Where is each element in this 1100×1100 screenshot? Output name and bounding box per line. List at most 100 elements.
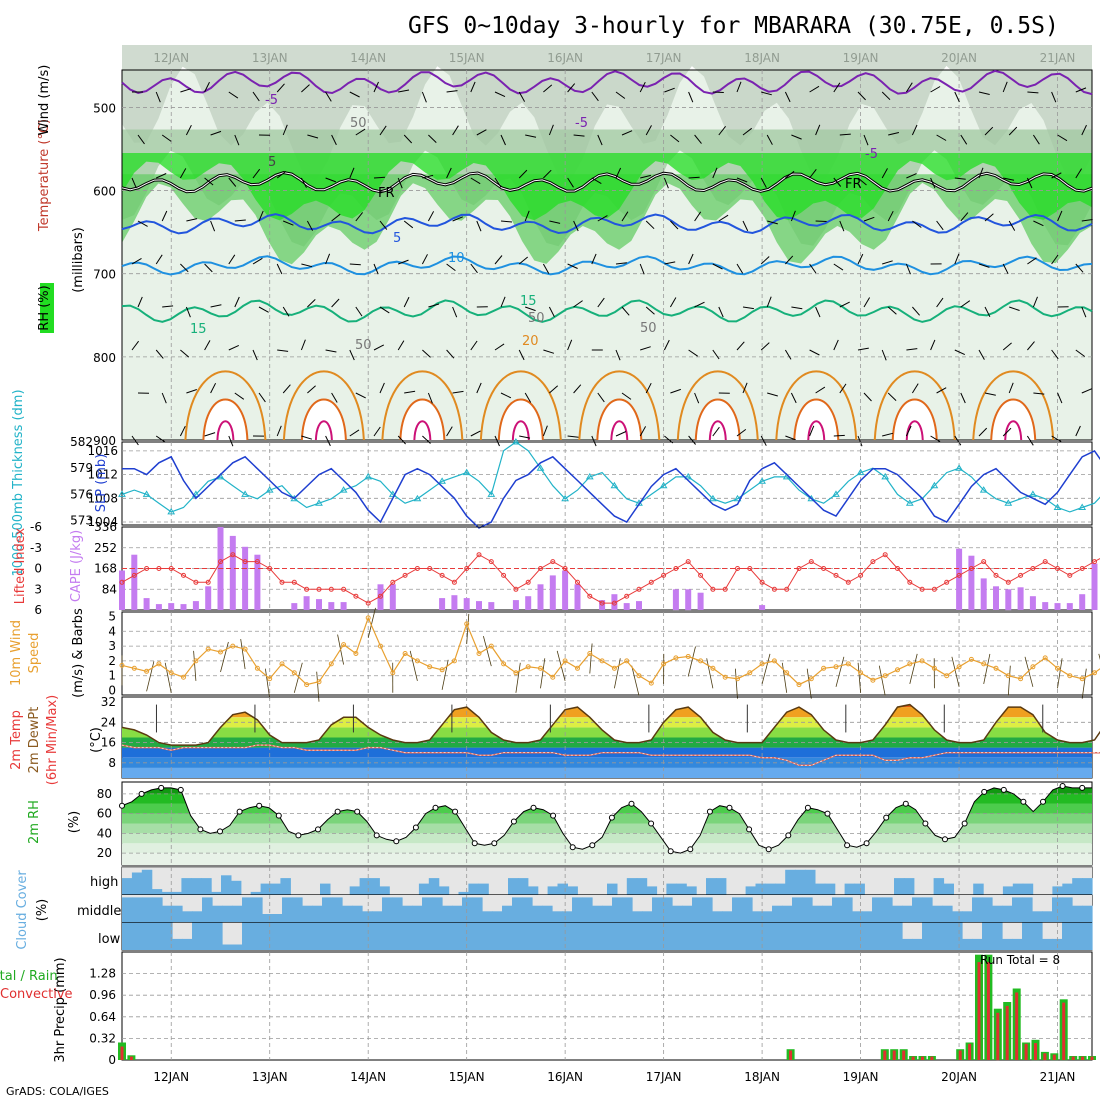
surface-barb [1081,668,1087,699]
cloud-bar [532,905,543,923]
wind-barb [833,339,839,351]
wind-barb [1075,425,1081,437]
wind-barb [905,425,912,437]
wind-barb [833,177,842,187]
li-marker [907,579,913,585]
wind-barb [452,125,459,136]
wind-barb [718,125,726,136]
li-marker [464,566,470,571]
thickness-marker [265,486,274,493]
wind-barb [161,210,168,222]
wind-barb [307,299,316,308]
contour-label: 5 [393,231,401,246]
wind-barb [137,296,143,308]
precip-conv-bar [986,962,990,1060]
wind-barb [688,435,696,445]
cloud-bar [468,883,479,895]
wind-barb [300,177,307,188]
surface-barb [540,658,546,689]
wind-speed-marker [858,670,864,676]
wind-barb [1027,257,1037,265]
temp-tick: 8 [108,756,116,770]
precip-conv-bar [930,1056,934,1060]
wind-barb [234,392,245,400]
contour-30 [511,420,530,441]
cloud-bar [812,922,823,950]
li-marker [648,579,654,585]
wind-speed-marker [119,662,125,668]
wind-barb [863,216,875,222]
cloud-bar [392,922,403,950]
wind-barb [1032,296,1038,308]
wind-speed-marker [193,658,199,664]
wind-barb [597,297,605,308]
cloud-bar [1082,878,1093,895]
li-marker [525,579,531,585]
cloud-middle-label: middle [77,904,121,919]
rh-band [122,813,1092,824]
cloud-bar [562,911,573,923]
wind-barb [179,168,187,179]
cape-bar [229,535,236,610]
wind-barb [131,340,140,351]
cape-bar [303,596,310,610]
wind-speed-marker [759,661,765,667]
wind-barb [1075,263,1084,273]
rh-marker [256,802,263,809]
li-marker [661,572,667,578]
contour-30 [807,420,826,441]
millibars-label: (millibars) [71,227,86,293]
wind-barb [252,91,260,102]
wind-speed-marker [439,667,445,673]
precip-conv-bar [977,962,981,1060]
wind-barb [397,435,406,445]
wind-barb [567,435,579,438]
li-marker [808,559,814,565]
wind-barb [1057,210,1063,222]
wind-barb [833,82,841,93]
wind-barb [615,349,621,361]
cloud-bar [943,883,954,895]
cloud-bar [666,883,677,895]
cloud-bar [892,905,903,923]
surface-barb [367,607,376,638]
wind-speed-marker [390,670,396,676]
wind-barb [815,124,821,136]
cloud-bar [692,897,703,923]
wind-barb [325,177,337,183]
cloud-bar [428,878,440,895]
li-marker [476,552,482,558]
wind-barb [809,263,817,274]
cloud-bar [903,878,915,895]
cloud-bar [912,938,923,950]
cloud-bar [438,886,450,895]
pressure-tick: 600 [93,185,116,199]
wind-barb [936,220,944,231]
wind-speed-marker [993,665,999,671]
cloud-bar [402,922,413,950]
wind-barb [736,177,748,183]
temp-label-d: (°C) [89,727,104,753]
wind-barb [234,134,240,146]
wind-barb [1008,220,1016,231]
thickness-marker [487,490,496,497]
li-marker [1018,572,1024,578]
cloud-bar [686,886,697,895]
thickness-marker [413,494,422,502]
wind-barb [978,167,984,179]
wind-barb [428,303,440,308]
rh-marker [608,814,615,821]
rh-background [122,70,1092,440]
li-marker [1055,566,1060,571]
wind-speed-marker [1067,673,1073,679]
wind-barb [833,263,844,271]
cape-bar [968,555,975,610]
li-marker [575,579,580,585]
wind-speed-marker [673,655,679,661]
wind-barb [258,392,266,403]
wind-barb [688,253,694,265]
cloud-bar [252,897,263,923]
cloud-bar [732,897,743,923]
cloud-bar [582,897,593,923]
cloud-bar [1072,905,1083,923]
